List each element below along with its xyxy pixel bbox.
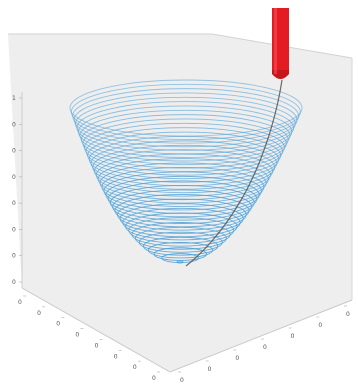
contour-line [128,217,235,244]
contour-line [143,236,219,256]
box-top-edge [8,33,353,59]
tick-label: 0 [235,355,239,362]
contour-line [125,212,238,241]
contour-line [101,166,265,207]
contour-line [134,226,227,250]
tick-label: 0 [12,253,16,260]
tick-label: 0 [180,377,184,384]
contour-line [85,127,284,176]
contour-line [131,222,231,247]
tick-label: 0 [18,299,22,306]
tick-label: 0 [12,148,16,155]
tick-label: 0 [208,366,212,373]
tick-label: 0 [114,353,118,360]
tick-label: 0 [12,279,16,286]
contour-line [82,118,287,169]
tick-label: 0 [75,332,79,339]
tick-label: 0 [346,311,350,318]
z-axis-ticks: 1 0 0 0 0 0 0 0 [12,95,22,286]
tick-label: 0 [318,322,322,329]
tick-label: 0 [263,344,267,351]
tick-label: 0 [12,226,16,233]
contour-line [103,171,263,211]
contour-line [75,96,296,151]
contour-line [77,105,293,158]
contour-line [88,136,280,183]
contour-line [80,114,289,166]
tick-label: 0 [12,200,16,207]
contour-line [99,162,267,204]
contour-line [176,260,184,264]
contour-line [112,189,253,224]
x-axis-ticks: 0 0 0 0 0 0 0 0 [18,295,160,382]
tick-label: 0 [291,333,295,340]
contour-line [161,253,200,263]
contour-line [153,247,208,261]
box-base-edges [21,287,353,373]
contour-line [122,207,241,238]
tick-label: 0 [95,342,99,349]
tick-label: 0 [37,310,41,317]
contour-line [94,149,274,194]
contour-line [109,184,255,221]
contour-line [138,231,223,253]
tick-label: 0 [12,174,16,181]
tick-label: 0 [56,321,60,328]
tool-path-line [185,79,283,267]
contour-line [73,92,298,148]
tick-label: 0 [133,364,137,371]
cylindrical-tool-icon [272,8,289,79]
contour-line [117,198,247,231]
contour-line [70,83,301,141]
contour-line [87,131,282,180]
contour-line [92,144,276,190]
contour-line [107,180,258,218]
tick-label: 0 [152,375,156,382]
contour-line [69,79,303,137]
contour-line [119,203,244,234]
tick-label: 1 [12,95,16,102]
contour-line [79,109,291,162]
tick-label: 0 [12,121,16,128]
contour-line [147,241,214,259]
contour-line [72,88,300,144]
contour-line [114,194,250,228]
contour-line [95,153,271,197]
paraboloid-bowl [69,79,303,264]
y-axis-ticks: 0 0 0 0 0 0 0 [178,305,350,384]
contour-line [97,158,269,201]
